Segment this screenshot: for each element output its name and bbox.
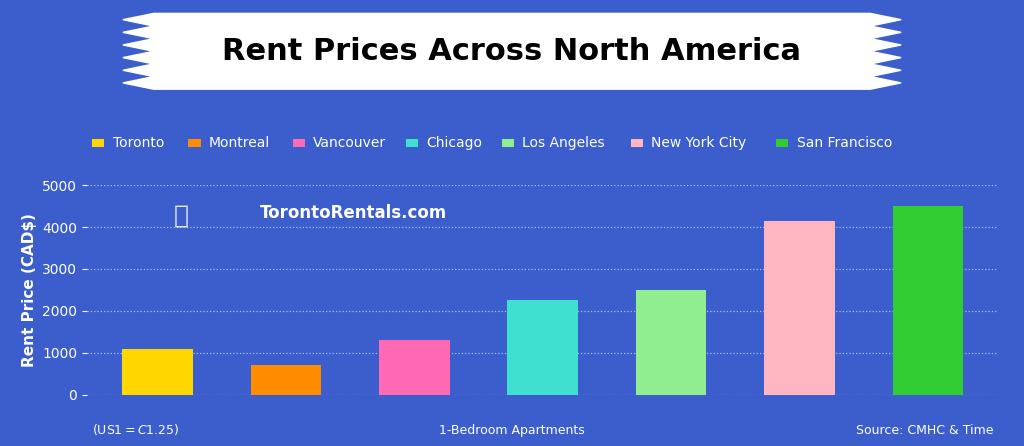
Text: 🏙: 🏙 (174, 204, 188, 228)
Text: 1-Bedroom Apartments: 1-Bedroom Apartments (439, 424, 585, 437)
Y-axis label: Rent Price (CAD$): Rent Price (CAD$) (22, 213, 37, 367)
Text: San Francisco: San Francisco (797, 136, 892, 150)
Bar (122, 349, 193, 395)
Text: Toronto: Toronto (113, 136, 164, 150)
Text: TorontoRentals.com: TorontoRentals.com (260, 204, 447, 222)
Bar (764, 221, 835, 395)
Text: Source: CMHC & Time: Source: CMHC & Time (856, 424, 993, 437)
Bar (508, 301, 578, 395)
Text: New York City: New York City (651, 136, 746, 150)
Bar (379, 340, 450, 395)
Text: Los Angeles: Los Angeles (522, 136, 605, 150)
Text: Chicago: Chicago (426, 136, 482, 150)
Text: Vancouver: Vancouver (313, 136, 386, 150)
Bar (251, 365, 322, 395)
Text: Rent Prices Across North America: Rent Prices Across North America (222, 37, 802, 66)
Text: (US$1=C$1.25): (US$1=C$1.25) (92, 422, 179, 437)
Text: Montreal: Montreal (209, 136, 270, 150)
Bar (636, 290, 707, 395)
Bar (893, 206, 964, 395)
